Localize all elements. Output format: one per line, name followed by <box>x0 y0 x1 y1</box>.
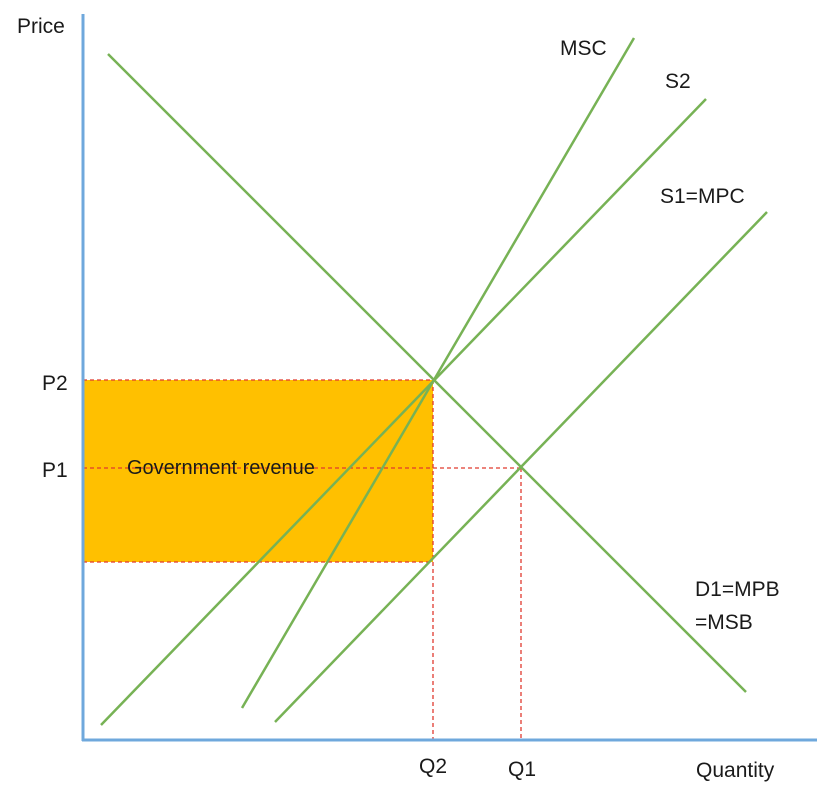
q1-label: Q1 <box>508 758 536 781</box>
demand-label-line2: =MSB <box>695 611 753 634</box>
msc-curve <box>240 37 636 709</box>
s1-label: S1=MPC <box>660 185 745 208</box>
msc-label: MSC <box>560 37 607 60</box>
s1-curve <box>274 211 768 723</box>
s2-label: S2 <box>665 70 691 93</box>
demand-label-line1: D1=MPB <box>695 578 780 601</box>
government-revenue-area <box>83 380 433 562</box>
demand-curve <box>107 53 747 693</box>
government-revenue-label: Government revenue <box>127 457 315 479</box>
y-axis-title: Price <box>17 15 65 38</box>
q2-label: Q2 <box>419 755 447 778</box>
s2-curve <box>100 98 707 726</box>
p2-label: P2 <box>42 372 68 395</box>
p1-label: P1 <box>42 459 68 482</box>
x-axis-title: Quantity <box>696 759 775 782</box>
